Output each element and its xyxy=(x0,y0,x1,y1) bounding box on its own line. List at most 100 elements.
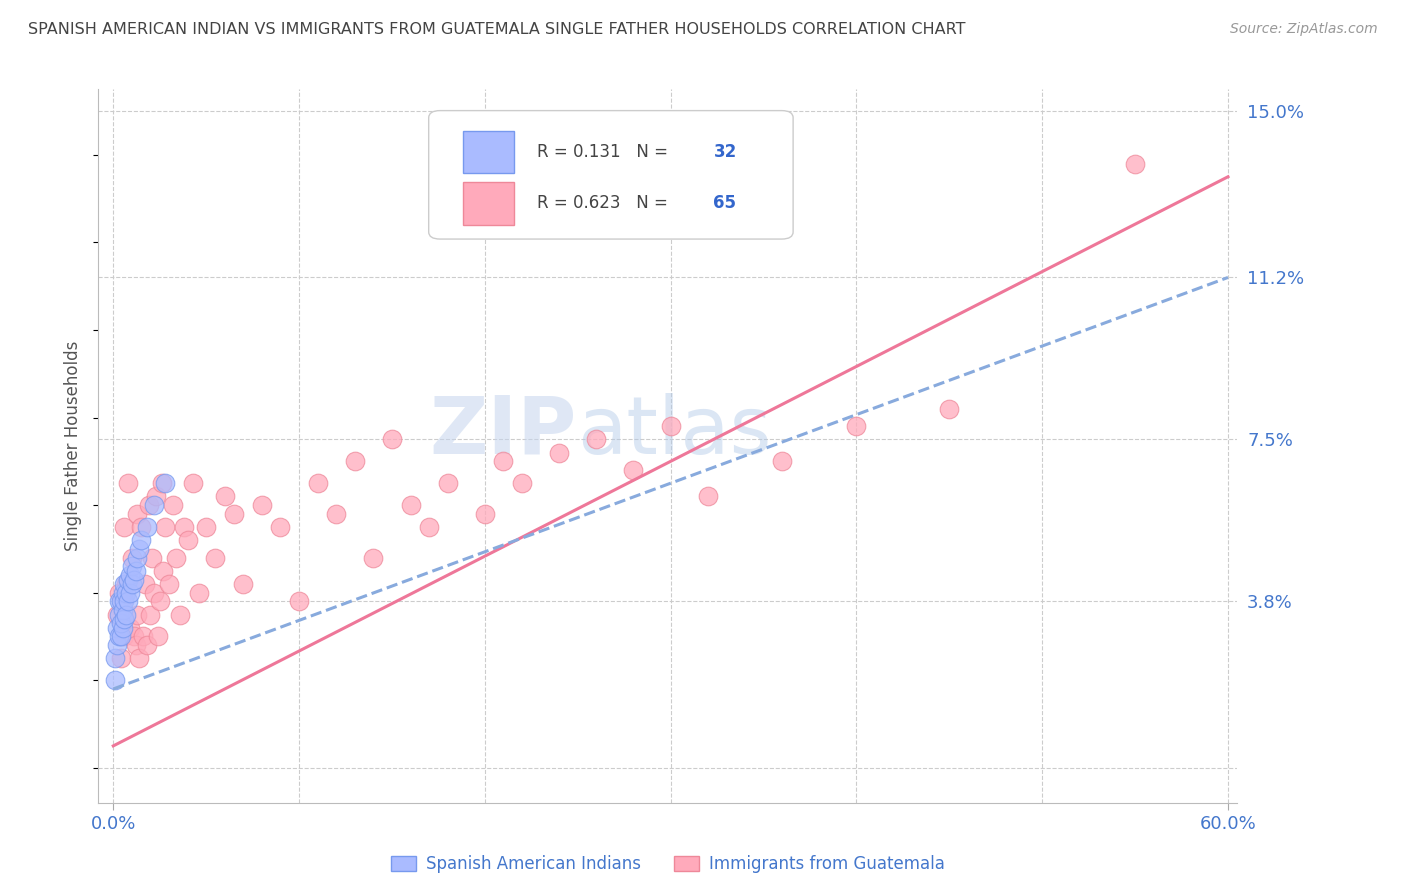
Point xyxy=(111,594,134,608)
Bar xyxy=(463,130,515,173)
Point xyxy=(1123,156,1146,170)
Point xyxy=(399,498,422,512)
Point xyxy=(204,550,226,565)
Point xyxy=(222,507,245,521)
Point xyxy=(585,433,607,447)
Point xyxy=(143,498,166,512)
Point xyxy=(115,585,138,599)
Point xyxy=(162,498,184,512)
Point xyxy=(121,577,143,591)
Point xyxy=(112,629,135,643)
Point xyxy=(138,498,160,512)
Point xyxy=(381,433,404,447)
Point xyxy=(127,550,149,565)
Point xyxy=(269,520,291,534)
Point xyxy=(110,594,132,608)
Point xyxy=(146,629,169,643)
Point xyxy=(548,445,571,459)
Point xyxy=(111,603,134,617)
Point xyxy=(176,533,198,548)
Point xyxy=(195,520,218,534)
Y-axis label: Single Father Households: Single Father Households xyxy=(65,341,83,551)
Point xyxy=(115,607,138,622)
Point xyxy=(288,594,311,608)
Point xyxy=(135,520,157,534)
Text: 65: 65 xyxy=(713,194,737,212)
Point xyxy=(510,476,533,491)
Point xyxy=(187,585,209,599)
Point xyxy=(112,577,135,591)
Point xyxy=(135,638,157,652)
Point xyxy=(105,638,128,652)
Point xyxy=(110,651,132,665)
FancyBboxPatch shape xyxy=(429,111,793,239)
Point xyxy=(307,476,329,491)
Point xyxy=(845,419,868,434)
Point xyxy=(165,550,187,565)
Point xyxy=(104,651,127,665)
Text: R = 0.623   N =: R = 0.623 N = xyxy=(537,194,673,212)
Point xyxy=(363,550,385,565)
Point xyxy=(105,607,128,622)
Point xyxy=(111,621,134,635)
Point xyxy=(129,533,152,548)
Point xyxy=(134,577,156,591)
Point xyxy=(104,673,127,688)
Point xyxy=(157,577,180,591)
Point xyxy=(117,476,139,491)
Point xyxy=(118,585,141,599)
Point xyxy=(250,498,273,512)
Point xyxy=(108,594,131,608)
Text: 32: 32 xyxy=(713,143,737,161)
Point xyxy=(145,489,167,503)
Point xyxy=(129,520,152,534)
Point xyxy=(121,559,143,574)
Point xyxy=(127,607,149,622)
Bar xyxy=(463,182,515,225)
Point xyxy=(122,573,145,587)
Point xyxy=(436,476,458,491)
Point xyxy=(117,594,139,608)
Point xyxy=(141,550,163,565)
Text: ZIP: ZIP xyxy=(429,392,576,471)
Point xyxy=(232,577,254,591)
Point xyxy=(112,612,135,626)
Point xyxy=(343,454,366,468)
Point xyxy=(112,520,135,534)
Text: atlas: atlas xyxy=(576,392,770,471)
Point xyxy=(181,476,204,491)
Point xyxy=(108,585,131,599)
Point xyxy=(155,476,177,491)
Point xyxy=(938,401,960,416)
Point xyxy=(110,616,132,631)
Point xyxy=(122,629,145,643)
Point xyxy=(173,520,195,534)
Point xyxy=(770,454,793,468)
Point xyxy=(128,541,150,556)
Point xyxy=(124,564,146,578)
Point xyxy=(143,585,166,599)
Point xyxy=(115,577,138,591)
Point xyxy=(214,489,236,503)
Point xyxy=(112,594,135,608)
Point xyxy=(118,568,141,582)
Point xyxy=(474,507,496,521)
Point xyxy=(492,454,515,468)
Point xyxy=(108,629,131,643)
Point xyxy=(696,489,718,503)
Point xyxy=(169,607,191,622)
Point xyxy=(124,638,146,652)
Point xyxy=(659,419,682,434)
Point xyxy=(127,507,149,521)
Point xyxy=(111,585,134,599)
Point xyxy=(149,594,172,608)
Point xyxy=(117,573,139,587)
Point xyxy=(325,507,347,521)
Text: R = 0.131   N =: R = 0.131 N = xyxy=(537,143,673,161)
Point xyxy=(152,564,174,578)
Point xyxy=(110,629,132,643)
Point xyxy=(121,550,143,565)
Point xyxy=(118,621,141,635)
Point xyxy=(105,621,128,635)
Point xyxy=(418,520,440,534)
